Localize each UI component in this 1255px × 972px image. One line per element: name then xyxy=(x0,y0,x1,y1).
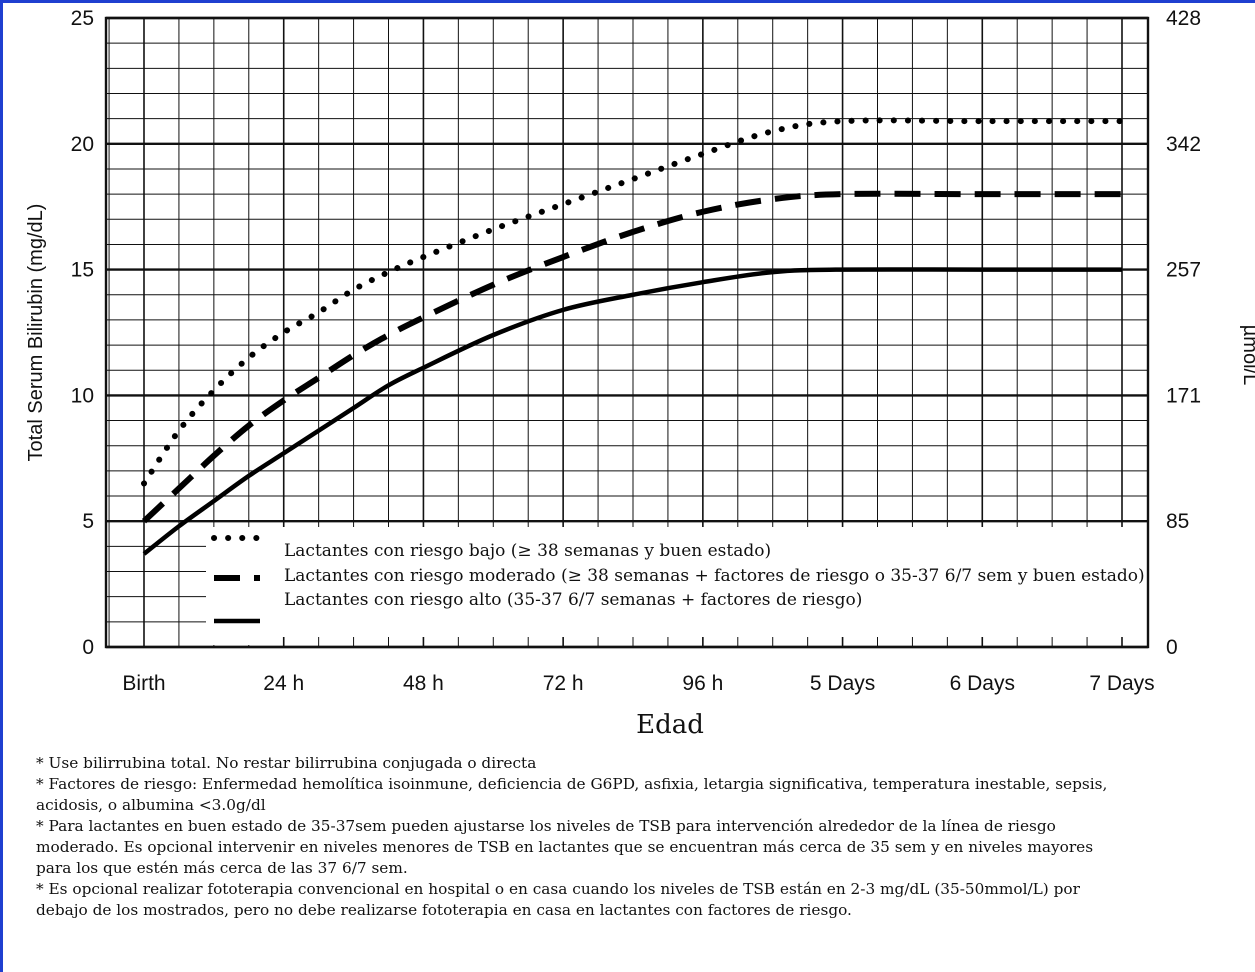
note-line: moderado. Es opcional intervenir en nive… xyxy=(36,838,1094,856)
y-tick-label: 20 xyxy=(71,133,94,156)
legend-entry: Lactantes con riesgo alto (35-37 6/7 sem… xyxy=(284,590,862,610)
y2-tick-label: 342 xyxy=(1166,133,1201,156)
y2-axis-label: µmol/L xyxy=(1239,325,1255,385)
y2-tick-label: 257 xyxy=(1166,259,1201,282)
note-line: * Factores de riesgo: Enfermedad hemolít… xyxy=(36,775,1108,793)
y-tick-label: 25 xyxy=(71,7,94,30)
x-tick-label: 5 Days xyxy=(810,672,875,695)
note-line: * Para lactantes en buen estado de 35-37… xyxy=(36,817,1056,835)
y2-tick-label: 85 xyxy=(1166,510,1189,533)
note-line: acidosis, o albumina <3.0g/dl xyxy=(36,796,266,814)
y2-tick-label: 428 xyxy=(1166,7,1201,30)
x-tick-label: Birth xyxy=(122,672,165,695)
y-axis-label: Total Serum Bilirubin (mg/dL) xyxy=(25,204,47,462)
x-tick-label: 48 h xyxy=(403,672,444,695)
y2-tick-label: 171 xyxy=(1166,384,1201,407)
chart-series xyxy=(141,117,1125,556)
x-tick-label: 24 h xyxy=(263,672,304,695)
legend-swatch-background xyxy=(206,527,266,645)
bilirubin-chart: Lactantes con riesgo bajo (≥ 38 semanas … xyxy=(25,7,1255,695)
y2-tick-label: 0 xyxy=(1166,636,1178,659)
chart-axes: 0 5 10 15 20 25 0 85 171 257 342 428 Birth 24 h 48 h 72… xyxy=(25,7,1255,695)
x-tick-label: 7 Days xyxy=(1089,672,1154,695)
note-line: debajo de los mostrados, pero no debe re… xyxy=(36,901,852,919)
note-line: * Use bilirrubina total. No restar bilir… xyxy=(36,754,537,772)
y-tick-label: 10 xyxy=(71,384,94,407)
x-tick-label: 6 Days xyxy=(950,672,1015,695)
note-line: para los que estén más cerca de las 37 6… xyxy=(36,859,408,877)
y-tick-label: 5 xyxy=(82,510,94,533)
y-tick-label: 0 xyxy=(82,636,94,659)
legend-entry: Lactantes con riesgo moderado (≥ 38 sema… xyxy=(284,566,1145,586)
series-line-medium-risk xyxy=(141,190,1122,524)
x-tick-label: 96 h xyxy=(682,672,723,695)
x-tick-label: 72 h xyxy=(543,672,584,695)
legend-entry: Lactantes con riesgo bajo (≥ 38 semanas … xyxy=(284,541,771,561)
footnotes: * Use bilirrubina total. No restar bilir… xyxy=(36,753,1255,921)
y-tick-label: 15 xyxy=(71,259,94,282)
note-line: * Es opcional realizar fototerapia conve… xyxy=(36,880,1080,898)
chart-legend: Lactantes con riesgo bajo (≥ 38 semanas … xyxy=(206,527,1148,645)
plot-frame xyxy=(104,16,1150,649)
legend-background xyxy=(262,527,1148,637)
series-line-high-risk xyxy=(142,267,1122,556)
x-axis-label: Edad xyxy=(636,710,704,740)
